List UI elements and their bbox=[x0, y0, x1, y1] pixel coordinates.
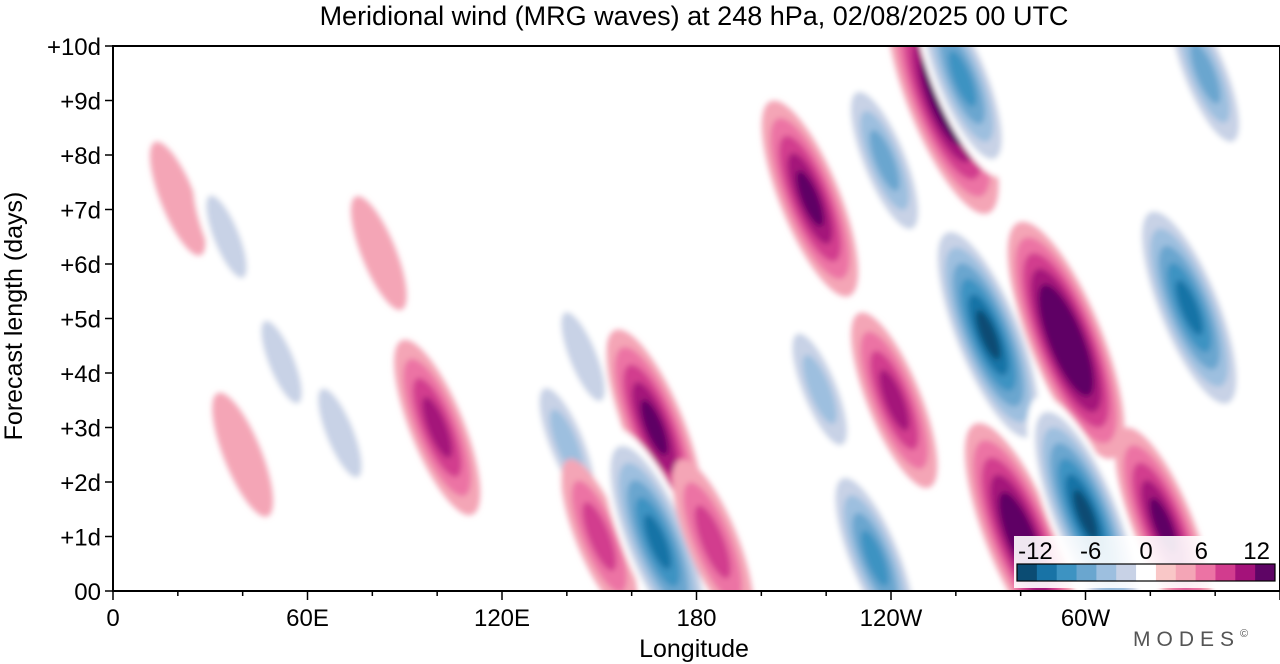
colorbar-label: -12 bbox=[1018, 538, 1053, 565]
y-tick-label: +10d bbox=[47, 34, 101, 61]
y-tick-label: +9d bbox=[60, 89, 101, 116]
x-tick-label: 180 bbox=[676, 605, 716, 632]
y-tick-label: +3d bbox=[60, 416, 101, 443]
colorbar-swatch bbox=[1057, 564, 1077, 581]
x-tick-label: 120E bbox=[474, 605, 530, 632]
colorbar-swatch bbox=[1255, 564, 1275, 581]
x-tick-label: 120W bbox=[860, 605, 923, 632]
x-tick-label: 60W bbox=[1061, 605, 1111, 632]
y-tick-label: +7d bbox=[60, 198, 101, 225]
colorbar-label: -6 bbox=[1080, 538, 1101, 565]
colorbar-swatch bbox=[1037, 564, 1057, 581]
x-axis-label: Longitude bbox=[639, 635, 749, 663]
colorbar-swatch bbox=[1176, 564, 1196, 581]
chart-title: Meridional wind (MRG waves) at 248 hPa, … bbox=[320, 1, 1069, 31]
colorbar-swatch bbox=[1136, 564, 1156, 581]
colorbar-swatch bbox=[1196, 564, 1216, 581]
colorbar-swatch bbox=[1096, 564, 1116, 581]
brand-text: MODES bbox=[1133, 628, 1240, 651]
colorbar-label: 6 bbox=[1195, 538, 1208, 565]
colorbar: -12 -6 0 6 12 bbox=[1014, 536, 1276, 588]
x-tick-label: 0 bbox=[106, 605, 119, 632]
x-tick-label: 60E bbox=[286, 605, 329, 632]
y-tick-label: +5d bbox=[60, 307, 101, 334]
x-axis: 0 60E 120E 180 120W 60W bbox=[106, 591, 1280, 632]
y-axis: 00 +1d +2d +3d +4d +5d +6d +7d +8d +9d +10d bbox=[47, 34, 113, 606]
colorbar-swatch bbox=[1017, 564, 1037, 581]
modes-logo: MODES© bbox=[1133, 628, 1248, 651]
colorbar-swatch bbox=[1116, 564, 1136, 581]
y-tick-label: +1d bbox=[60, 525, 101, 552]
chart: Meridional wind (MRG waves) at 248 hPa, … bbox=[0, 0, 1280, 664]
y-tick-label: +8d bbox=[60, 143, 101, 170]
colorbar-swatch bbox=[1156, 564, 1176, 581]
y-tick-label: +4d bbox=[60, 361, 101, 388]
colorbar-label: 12 bbox=[1243, 538, 1270, 565]
colorbar-swatch bbox=[1215, 564, 1235, 581]
y-tick-label: +2d bbox=[60, 470, 101, 497]
brand-mark: © bbox=[1240, 628, 1248, 640]
y-tick-label: 00 bbox=[74, 579, 101, 606]
y-tick-label: +6d bbox=[60, 252, 101, 279]
colorbar-swatch bbox=[1235, 564, 1255, 581]
colorbar-label: 0 bbox=[1139, 538, 1152, 565]
colorbar-swatch bbox=[1077, 564, 1097, 581]
y-axis-label: Forecast length (days) bbox=[0, 192, 28, 441]
